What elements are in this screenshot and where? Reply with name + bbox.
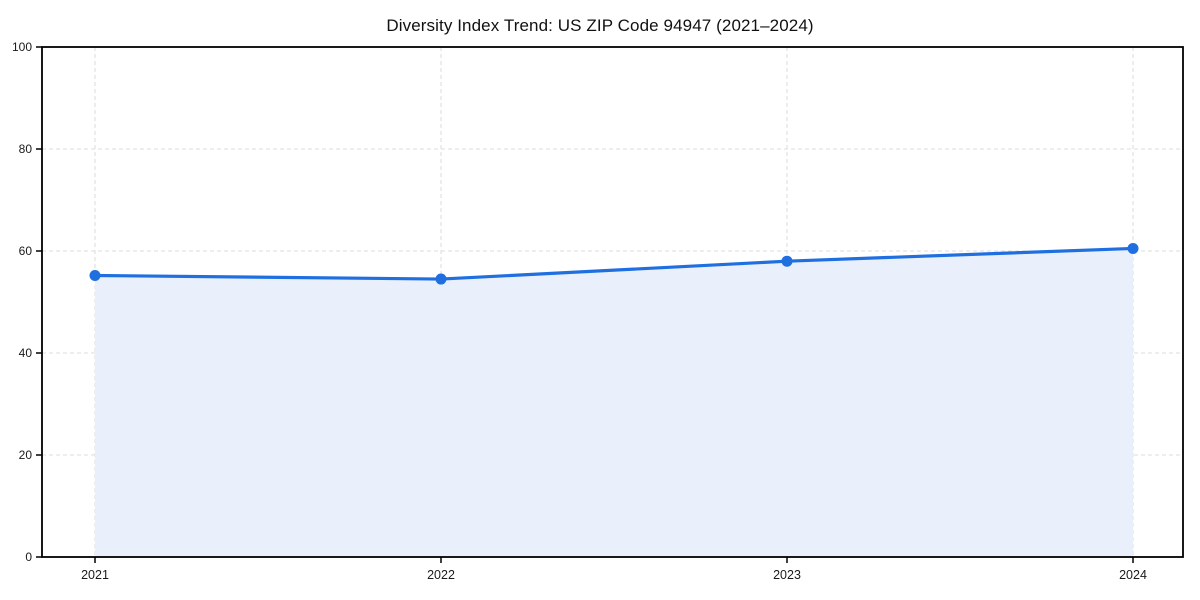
data-point-2022 [435, 273, 447, 285]
y-tick-label: 0 [25, 550, 32, 564]
data-point-2021 [89, 269, 101, 281]
plot-border [41, 46, 1184, 558]
area-fill [95, 248, 1133, 557]
trend-line [93, 246, 1135, 281]
y-tick-label: 100 [12, 40, 32, 54]
y-tick-label: 80 [19, 142, 33, 156]
x-tick-label: 2021 [81, 568, 109, 582]
chart-title: Diversity Index Trend: US ZIP Code 94947… [386, 16, 814, 35]
y-tick-label: 20 [19, 448, 33, 462]
x-tick-label: 2024 [1119, 568, 1147, 582]
y-tick-label: 40 [19, 346, 33, 360]
x-tick-label: 2022 [427, 568, 455, 582]
data-point-2024 [1127, 242, 1139, 254]
x-tick-label: 2023 [773, 568, 801, 582]
data-point-2023 [781, 255, 793, 267]
y-tick-label: 60 [19, 244, 33, 258]
